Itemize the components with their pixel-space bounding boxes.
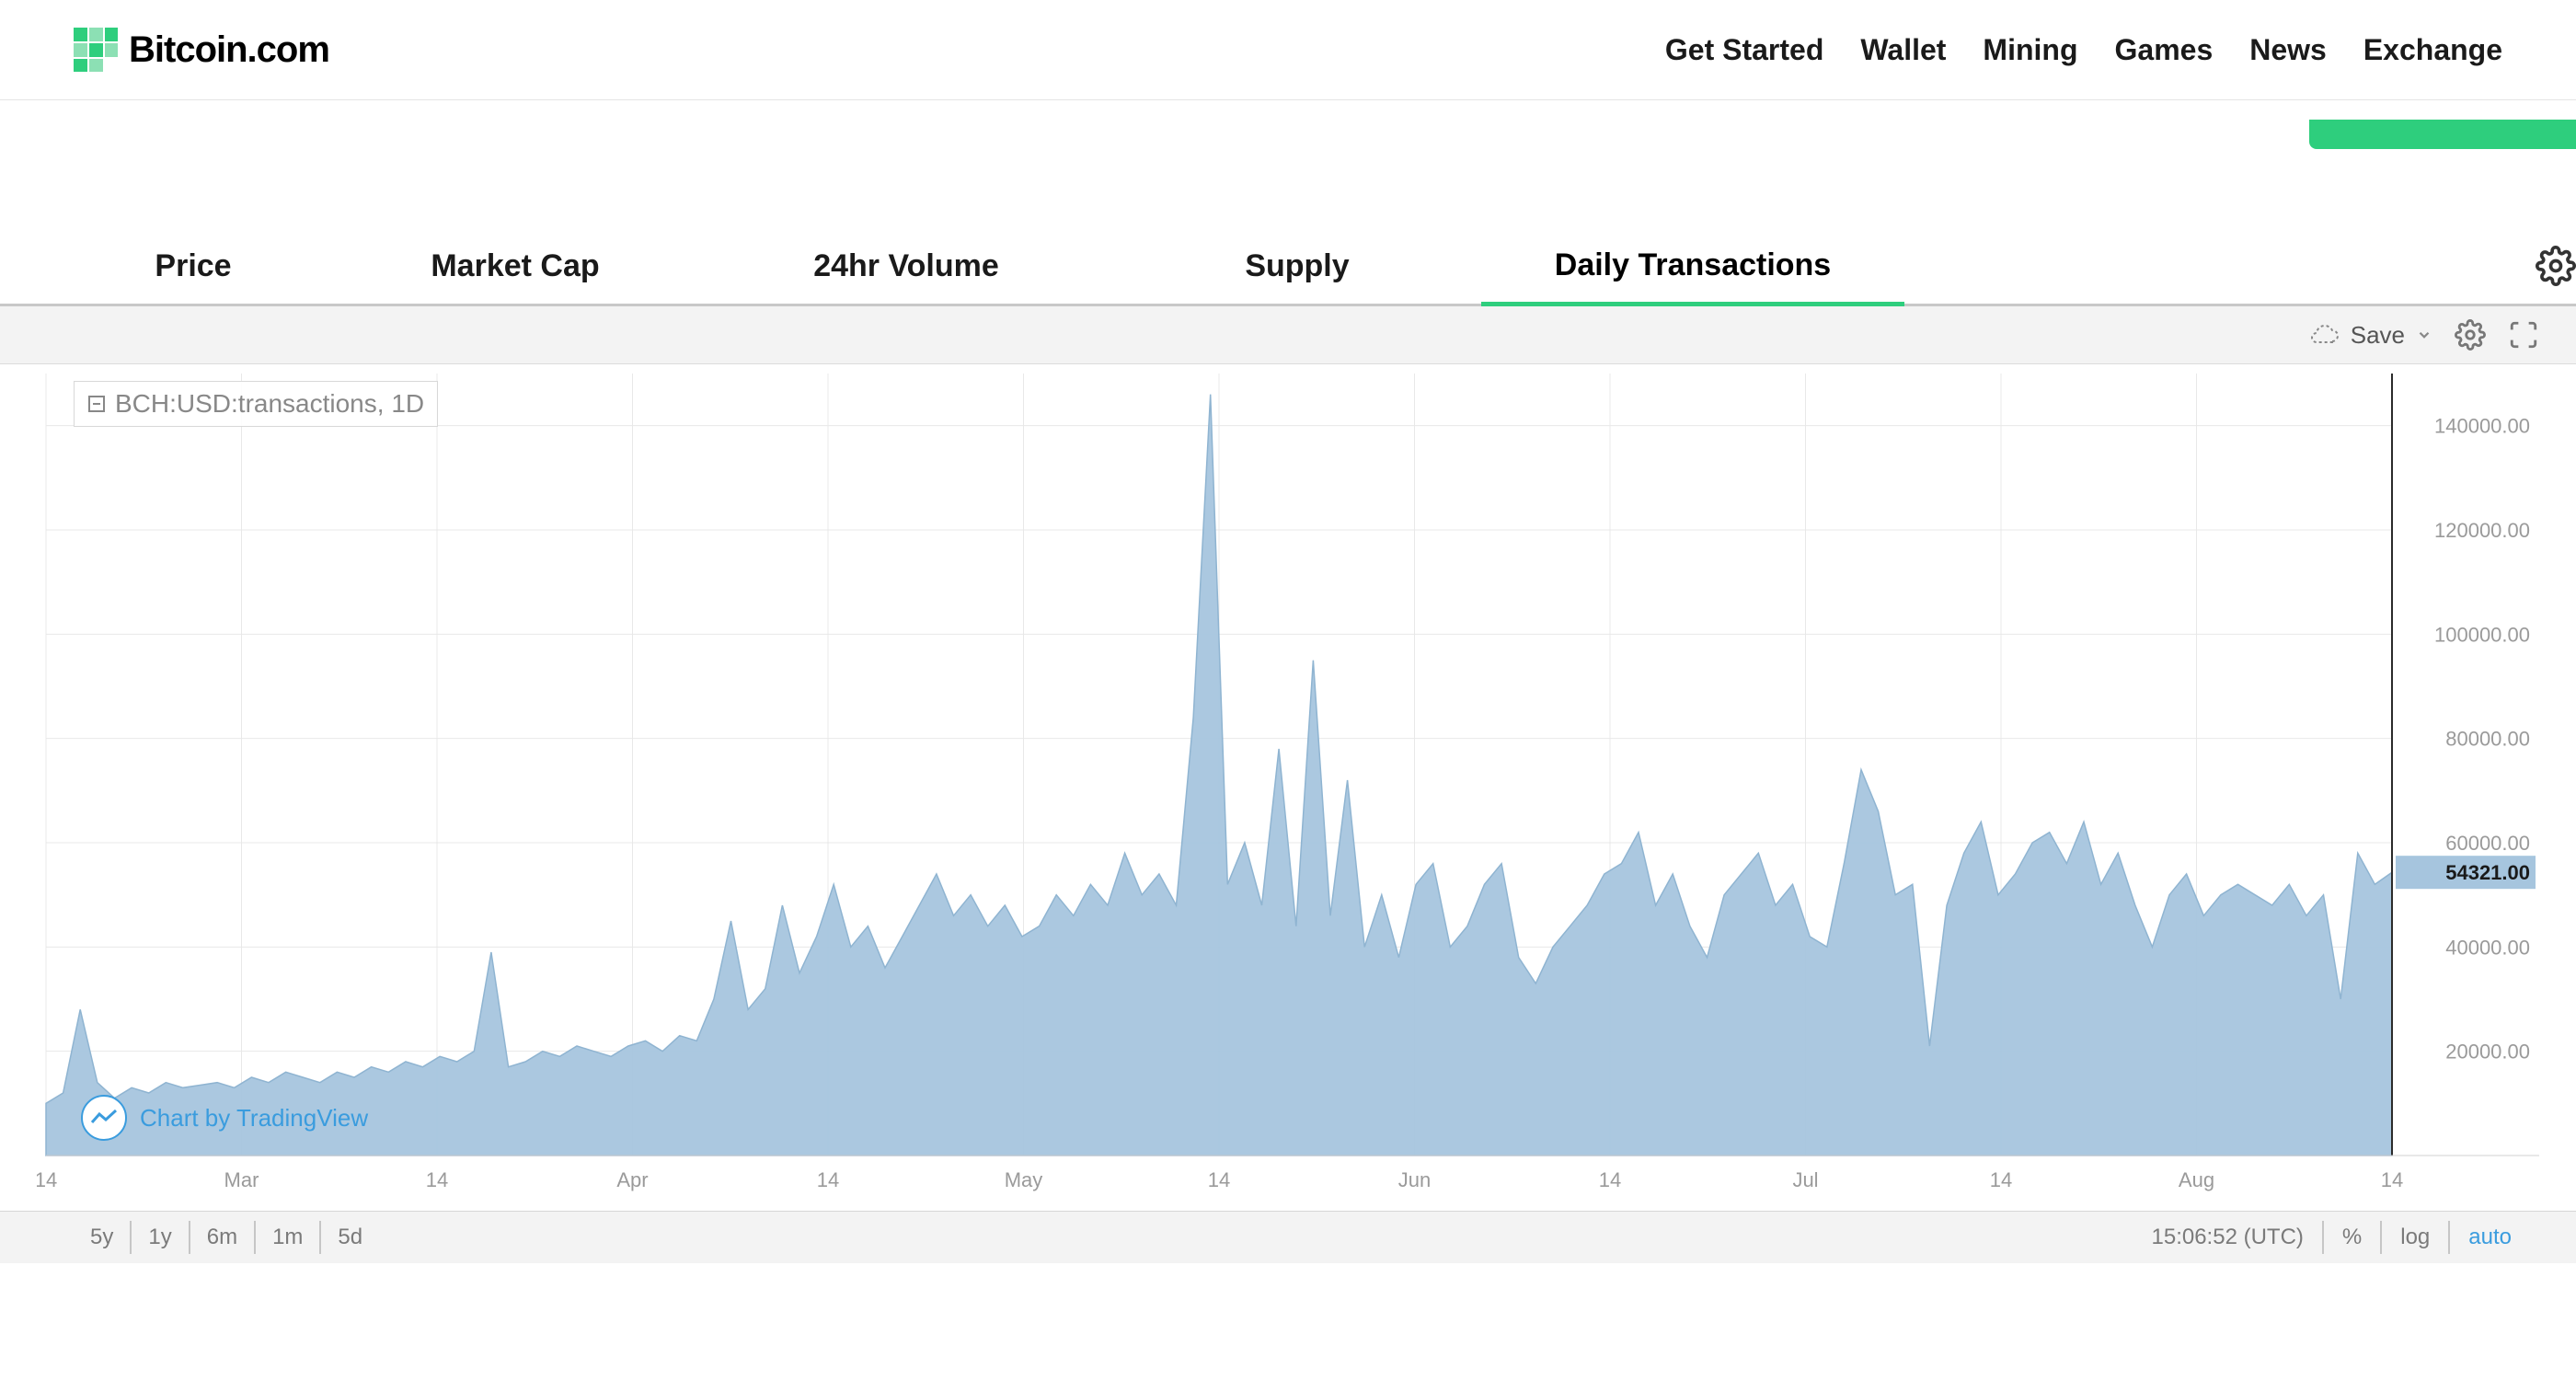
- brand-logo[interactable]: Bitcoin.com: [74, 28, 329, 72]
- range-5d[interactable]: 5d: [321, 1221, 379, 1254]
- tab-price[interactable]: Price: [55, 230, 331, 303]
- range-5y[interactable]: 5y: [74, 1221, 132, 1254]
- log-toggle[interactable]: log: [2380, 1221, 2448, 1254]
- collapse-icon: [87, 395, 106, 413]
- svg-text:Jun: Jun: [1398, 1168, 1431, 1191]
- svg-text:Apr: Apr: [616, 1168, 648, 1191]
- svg-text:14: 14: [426, 1168, 448, 1191]
- svg-text:100000.00: 100000.00: [2434, 623, 2530, 646]
- svg-text:14: 14: [1208, 1168, 1230, 1191]
- svg-text:60000.00: 60000.00: [2445, 832, 2530, 855]
- bottom-right-controls: 15:06:52 (UTC) % log auto: [2133, 1221, 2531, 1254]
- site-header: Bitcoin.com Get Started Wallet Mining Ga…: [0, 0, 2576, 100]
- svg-text:54321.00: 54321.00: [2445, 861, 2530, 884]
- save-label: Save: [2351, 321, 2405, 350]
- svg-text:14: 14: [1990, 1168, 2012, 1191]
- nav-wallet[interactable]: Wallet: [1860, 33, 1946, 67]
- save-button[interactable]: Save: [2308, 321, 2432, 350]
- percent-toggle[interactable]: %: [2322, 1221, 2380, 1254]
- chevron-down-icon: [2416, 327, 2432, 343]
- tradingview-badge-icon: [81, 1095, 127, 1141]
- brand-text: Bitcoin.com: [129, 29, 329, 71]
- svg-text:140000.00: 140000.00: [2434, 415, 2530, 438]
- svg-text:40000.00: 40000.00: [2445, 936, 2530, 959]
- range-6m[interactable]: 6m: [190, 1221, 256, 1254]
- range-1y[interactable]: 1y: [132, 1221, 190, 1254]
- fullscreen-icon[interactable]: [2508, 319, 2539, 351]
- svg-text:Jul: Jul: [1792, 1168, 1818, 1191]
- svg-text:May: May: [1005, 1168, 1043, 1191]
- nav-mining[interactable]: Mining: [1983, 33, 2077, 67]
- svg-text:14: 14: [37, 1168, 57, 1191]
- chart-bottom-bar: 5y 1y 6m 1m 5d 15:06:52 (UTC) % log auto: [0, 1211, 2576, 1263]
- chart-attribution[interactable]: Chart by TradingView: [81, 1095, 368, 1141]
- nav-get-started[interactable]: Get Started: [1665, 33, 1823, 67]
- settings-gear-icon[interactable]: [2536, 246, 2576, 286]
- nav-exchange[interactable]: Exchange: [2363, 33, 2502, 67]
- legend-text: BCH:USD:transactions, 1D: [115, 389, 424, 419]
- svg-text:14: 14: [2381, 1168, 2403, 1191]
- svg-text:14: 14: [817, 1168, 839, 1191]
- chart-toolbar: Save: [0, 306, 2576, 364]
- time-display: 15:06:52 (UTC): [2133, 1221, 2322, 1254]
- svg-text:80000.00: 80000.00: [2445, 728, 2530, 751]
- chart-container: BCH:USD:transactions, 1D 20000.00 40000.0…: [37, 364, 2539, 1211]
- nav-news[interactable]: News: [2249, 33, 2327, 67]
- cta-button-partial[interactable]: [2309, 120, 2576, 149]
- svg-text:120000.00: 120000.00: [2434, 519, 2530, 542]
- toolbar-gear-icon[interactable]: [2455, 319, 2486, 351]
- svg-text:Aug: Aug: [2179, 1168, 2214, 1191]
- range-1m[interactable]: 1m: [256, 1221, 321, 1254]
- attribution-text: Chart by TradingView: [140, 1104, 368, 1133]
- tab-supply[interactable]: Supply: [1113, 230, 1481, 303]
- tab-24hr-volume[interactable]: 24hr Volume: [699, 230, 1113, 303]
- svg-text:20000.00: 20000.00: [2445, 1041, 2530, 1064]
- cloud-icon: [2308, 323, 2340, 347]
- nav-games[interactable]: Games: [2115, 33, 2214, 67]
- tab-market-cap[interactable]: Market Cap: [331, 230, 699, 303]
- bitcoin-logo-icon: [74, 28, 118, 72]
- svg-text:14: 14: [1599, 1168, 1621, 1191]
- chart-legend[interactable]: BCH:USD:transactions, 1D: [74, 381, 438, 427]
- top-nav: Get Started Wallet Mining Games News Exc…: [1665, 33, 2502, 67]
- chart-tabs: Price Market Cap 24hr Volume Supply Dail…: [0, 229, 2576, 306]
- svg-text:Mar: Mar: [224, 1168, 259, 1191]
- range-selector: 5y 1y 6m 1m 5d: [74, 1221, 379, 1254]
- auto-toggle[interactable]: auto: [2448, 1221, 2530, 1254]
- tab-daily-transactions[interactable]: Daily Transactions: [1481, 229, 1904, 306]
- area-chart[interactable]: 20000.00 40000.00 60000.00 80000.00 100000.0…: [37, 364, 2539, 1211]
